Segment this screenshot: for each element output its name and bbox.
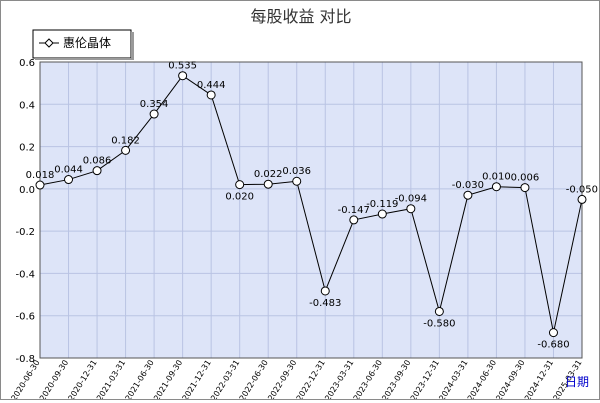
data-label: 0.444 (197, 80, 226, 91)
data-point (349, 215, 359, 225)
data-point (235, 180, 245, 190)
x-tick-label: 2020-09-30 (38, 358, 70, 399)
legend-marker-icon (44, 38, 54, 48)
data-label: -0.030 (452, 180, 484, 191)
data-point (491, 182, 501, 192)
y-tick-label: 0.6 (19, 58, 35, 69)
x-tick-label: 2023-03-31 (323, 358, 355, 399)
data-label: 0.022 (254, 169, 283, 180)
data-label: 0.044 (54, 165, 83, 176)
x-tick-label: 2023-12-31 (409, 358, 441, 399)
x-axis-title: 日期 (565, 375, 589, 389)
data-label: 0.010 (482, 172, 511, 183)
data-point (320, 286, 330, 296)
x-tick-label: 2021-12-31 (181, 358, 213, 399)
data-point (121, 145, 131, 155)
x-tick-label: 2023-06-30 (352, 358, 384, 399)
x-tick-label: 2022-12-31 (295, 358, 327, 399)
data-point (206, 90, 216, 100)
data-label: 0.036 (282, 166, 311, 177)
x-tick-label: 2022-06-30 (238, 358, 270, 399)
data-label: -0.147 (338, 205, 370, 216)
x-tick-label: 2022-09-30 (266, 358, 298, 399)
y-tick-label: -0.2 (15, 227, 35, 238)
data-point (463, 190, 473, 200)
legend-series-label: 惠伦晶体 (63, 35, 111, 50)
data-label: 0.018 (26, 170, 55, 181)
legend-shadow-bottom (35, 58, 134, 60)
data-point (149, 109, 159, 119)
x-tick-label: 2023-09-30 (380, 358, 412, 399)
data-point (263, 179, 273, 189)
data-point (92, 166, 102, 176)
data-point (520, 183, 530, 193)
x-tick-label: 2021-03-31 (95, 358, 127, 399)
y-tick-label: 0.2 (19, 143, 35, 154)
data-label: 0.182 (111, 135, 140, 146)
data-point (434, 306, 444, 316)
x-tick-label: 2020-12-31 (66, 358, 98, 399)
plot-area (40, 62, 582, 358)
data-point (548, 328, 558, 338)
data-label: -0.094 (395, 194, 427, 205)
x-tick-label: 2022-03-31 (209, 358, 241, 399)
data-label: -0.483 (309, 298, 341, 309)
x-tick-label: 2024-12-31 (523, 358, 555, 399)
x-tick-label: 2024-03-31 (437, 358, 469, 399)
data-label: 0.354 (140, 99, 169, 110)
x-tick-label: 2021-09-30 (152, 358, 184, 399)
data-point (64, 175, 74, 185)
data-label: 0.086 (83, 156, 112, 167)
data-label: -0.680 (537, 340, 569, 351)
data-label: 0.006 (511, 173, 540, 184)
data-point (292, 176, 302, 186)
legend-shadow (131, 32, 134, 60)
series-line (39, 75, 583, 333)
x-tick-label: 2024-06-30 (466, 358, 498, 399)
data-point (377, 209, 387, 219)
y-tick-label: 0.0 (19, 185, 35, 196)
x-tick-label: 2024-09-30 (494, 358, 526, 399)
plot-border (39, 61, 583, 359)
y-tick-label: -0.8 (15, 354, 35, 365)
data-point (35, 180, 45, 190)
data-point (406, 204, 416, 214)
y-tick-label: 0.4 (19, 100, 35, 111)
data-point (577, 194, 587, 204)
data-label: -0.580 (423, 318, 455, 329)
chart-title: 每股收益 对比 (250, 7, 351, 26)
data-label: -0.119 (366, 199, 398, 210)
data-label: -0.050 (566, 184, 598, 195)
data-label: 0.535 (168, 61, 197, 72)
x-tick-label: 2021-06-30 (124, 358, 156, 399)
data-label: 0.020 (225, 192, 254, 203)
y-tick-label: -0.6 (15, 312, 35, 323)
y-tick-label: -0.4 (15, 269, 35, 280)
data-point (178, 71, 188, 81)
